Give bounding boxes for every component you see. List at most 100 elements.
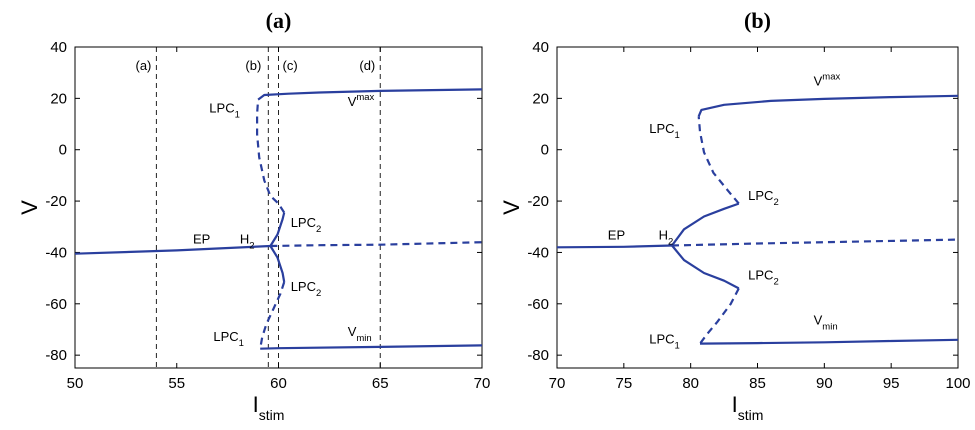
annotation-1: H2	[659, 228, 674, 248]
vline-label-2: (c)	[283, 58, 298, 73]
annotation-3-sub: 2	[773, 197, 778, 208]
annotation-1-main: H	[659, 228, 668, 243]
annotation-6-sub: max	[822, 72, 840, 83]
x-tick-label-4: 90	[816, 375, 833, 392]
annotation-2-main: LPC	[209, 100, 234, 115]
vline-label-0: (a)	[136, 58, 152, 73]
x-axis-label-main: I	[253, 392, 259, 417]
x-tick-label-3: 65	[372, 375, 389, 392]
annotation-4-sub: 2	[316, 288, 321, 299]
annotation-7-main: V	[348, 324, 357, 339]
annotation-1-main: H	[240, 231, 249, 246]
y-tick-label-3: -20	[45, 193, 67, 210]
y-tick-label-4: 0	[59, 142, 67, 159]
x-tick-label-3: 85	[749, 375, 766, 392]
annotation-5-main: LPC	[213, 329, 238, 344]
y-tick-label-5: 20	[532, 90, 549, 107]
annotation-2: LPC1	[649, 121, 680, 141]
vline-label-3: (d)	[359, 58, 375, 73]
x-tick-label-2: 60	[270, 375, 287, 392]
x-tick-label-0: 50	[67, 375, 84, 392]
annotation-2: LPC1	[209, 100, 240, 120]
branch-solid-3	[269, 245, 286, 283]
branch-solid-0	[556, 244, 673, 249]
y-tick-label-5: 20	[50, 90, 67, 107]
annotation-1: H2	[240, 231, 255, 251]
branch-dashed-5	[699, 287, 740, 345]
branch-solid-2	[671, 202, 740, 247]
y-tick-label-4: 0	[541, 142, 549, 159]
branch-solid-2	[269, 212, 286, 247]
x-tick-label-2: 80	[682, 375, 699, 392]
y-tick-label-1: -60	[45, 296, 67, 313]
annotation-1-sub: 2	[668, 237, 673, 248]
branch-dashed-1	[671, 238, 959, 247]
annotation-5-main: LPC	[649, 332, 674, 347]
branch-dashed-4	[697, 116, 740, 205]
annotation-5: LPC1	[649, 332, 680, 352]
panel-b: (b) 70 75 80 85 90 95 100 -80 -60 -40 -20 0 20 40 Istim…	[499, 8, 971, 423]
annotation-1-sub: 2	[249, 240, 254, 251]
annotation-3-main: LPC	[291, 215, 316, 230]
branch-dashed-5	[259, 281, 286, 349]
annotation-0: EP	[608, 228, 625, 243]
y-tick-label-0: -80	[45, 347, 67, 364]
branch-solid-7	[699, 338, 959, 345]
annotation-4: LPC2	[748, 267, 779, 287]
annotation-7: Vmin	[814, 312, 838, 332]
annotation-7-sub: min	[356, 333, 371, 344]
panel-a-title: (a)	[266, 8, 292, 33]
annotation-4-sub: 2	[773, 276, 778, 287]
annotation-6: Vmax	[348, 92, 375, 109]
annotation-5-sub: 1	[675, 341, 680, 352]
annotation-5-sub: 1	[239, 338, 244, 349]
annotation-0-main: EP	[193, 231, 210, 246]
annotation-2-sub: 1	[235, 109, 240, 120]
y-tick-label-2: -40	[45, 244, 67, 261]
annotation-4: LPC2	[291, 279, 322, 299]
annotation-5: LPC1	[213, 329, 244, 349]
x-axis-label: Istim	[732, 392, 764, 423]
annotation-0-main: EP	[608, 228, 625, 243]
x-tick-label-6: 100	[945, 375, 970, 392]
plot-frame	[556, 46, 959, 369]
annotation-2-main: LPC	[649, 121, 674, 136]
annotation-3: LPC2	[748, 188, 779, 208]
branch-dashed-1	[270, 241, 483, 248]
y-tick-label-2: -40	[527, 244, 549, 261]
branch-solid-6	[257, 88, 483, 101]
y-tick-label-6: 40	[532, 39, 549, 56]
annotation-2-sub: 1	[675, 130, 680, 141]
annotation-6: Vmax	[814, 72, 841, 89]
annotation-7-main: V	[814, 312, 823, 327]
y-tick-label-6: 40	[50, 39, 67, 56]
branch-solid-3	[671, 244, 740, 290]
annotation-6-main: V	[814, 74, 823, 89]
branch-solid-7	[260, 344, 483, 350]
x-axis-label-sub: stim	[259, 407, 285, 423]
x-axis-label-main: I	[732, 392, 738, 417]
vline-label-1: (b)	[245, 58, 261, 73]
x-tick-label-5: 95	[883, 375, 900, 392]
x-tick-label-1: 55	[168, 375, 185, 392]
x-tick-label-0: 70	[549, 375, 566, 392]
y-axis-label: V	[499, 200, 524, 215]
branch-dashed-4	[256, 99, 286, 214]
annotation-7: Vmin	[348, 324, 372, 344]
annotation-3-main: LPC	[748, 188, 773, 203]
x-tick-label-1: 75	[615, 375, 632, 392]
branch-solid-0	[74, 244, 271, 255]
annotation-4-main: LPC	[748, 267, 773, 282]
annotation-6-main: V	[348, 94, 357, 109]
annotation-3-sub: 2	[316, 224, 321, 235]
branch-solid-6	[697, 94, 959, 117]
y-tick-label-3: -20	[527, 193, 549, 210]
x-tick-label-4: 70	[474, 375, 491, 392]
y-tick-label-0: -80	[527, 347, 549, 364]
annotation-0: EP	[193, 231, 210, 246]
x-axis-label: Istim	[253, 392, 285, 423]
annotation-3: LPC2	[291, 215, 322, 235]
annotation-4-main: LPC	[291, 279, 316, 294]
panel-a: (a) (a) (b) (c) (d) 50 55 60 65 70 -80 -60 -40 -20 0 20…	[17, 8, 490, 423]
